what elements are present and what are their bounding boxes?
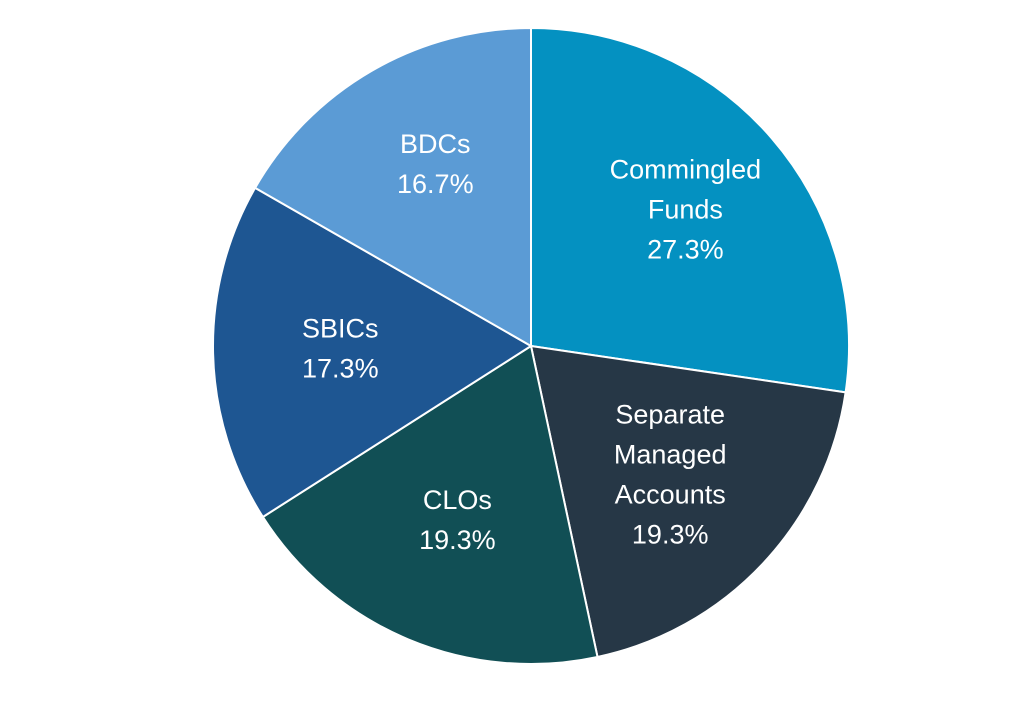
pie-slice-name: Commingled <box>610 154 762 184</box>
pie-slice-value: 16.7% <box>397 169 474 199</box>
pie-slice-value: 17.3% <box>302 354 379 384</box>
pie-slices <box>212 26 850 665</box>
pie-slice-name: Separate <box>615 400 725 430</box>
pie-slice-value: 27.3% <box>647 234 724 264</box>
pie-slice-label: SBICs 17.3% <box>302 314 379 384</box>
pie-slice-name: Managed <box>614 440 727 470</box>
pie-slice-value: 19.3% <box>419 525 496 555</box>
pie-slice-value: 19.3% <box>632 520 709 550</box>
pie-slice-name: SBICs <box>302 314 379 344</box>
pie-slice-name: BDCs <box>400 129 471 159</box>
pie-slice-label: BDCs 16.7% <box>397 129 474 199</box>
pie-slice-clos <box>261 344 599 665</box>
pie-slice-name: CLOs <box>423 485 492 515</box>
pie-slice-bdcs <box>253 26 532 348</box>
pie-slice-sbics <box>212 186 533 519</box>
pie-slice-commingled-funds <box>530 26 850 394</box>
pie-slice-label: CLOs 19.3% <box>419 485 496 555</box>
pie-slice-name: Accounts <box>615 480 726 510</box>
pie-slice-label: Separate Managed Accounts 19.3% <box>614 400 727 550</box>
pie-slice-separate-managed-accounts <box>529 344 847 659</box>
pie-labels: Commingled Funds 27.3% Separate Managed Accou… <box>302 129 761 555</box>
pie-slice-name: Funds <box>648 194 723 224</box>
pie-slice-label: Commingled Funds 27.3% <box>610 154 762 264</box>
